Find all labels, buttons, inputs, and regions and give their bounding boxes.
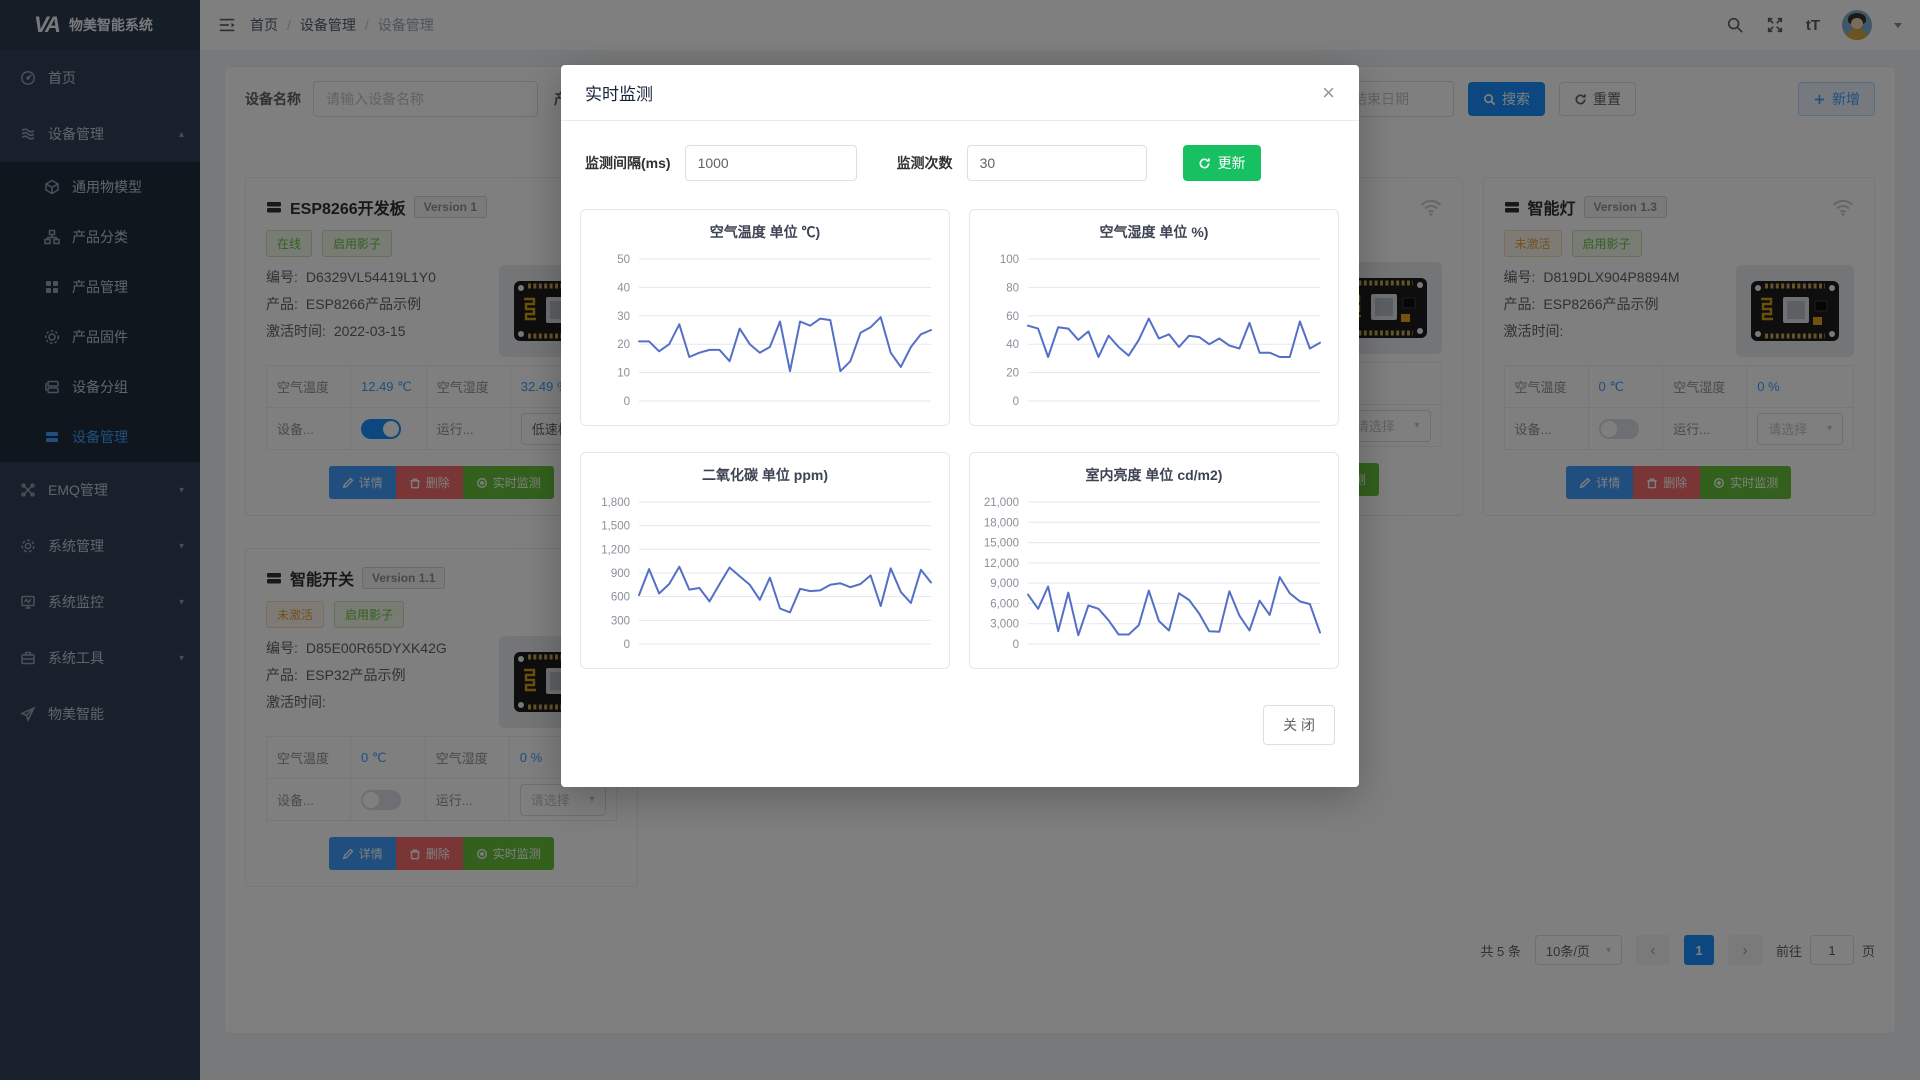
svg-text:0: 0: [1013, 639, 1019, 651]
svg-text:3,000: 3,000: [990, 619, 1019, 631]
chart-title: 空气温度 单位 ℃): [709, 224, 821, 240]
close-icon[interactable]: ×: [1322, 79, 1335, 105]
chart-co2: 二氧化碳 单位 ppm) 0 300 600 900 1,200 1,500 1,800: [580, 452, 950, 669]
close-button[interactable]: 关 闭: [1263, 705, 1335, 745]
refresh-icon: [1199, 157, 1210, 168]
chart-indoor-brightness: 室内亮度 单位 cd/m2) 0 3,000 6,000 9,000 12,000 15,…: [969, 452, 1339, 669]
count-input[interactable]: [966, 145, 1147, 181]
count-label: 监测次数: [896, 155, 953, 171]
svg-text:30: 30: [617, 311, 630, 323]
svg-text:300: 300: [611, 615, 630, 627]
svg-text:900: 900: [611, 568, 630, 580]
chart-title: 室内亮度 单位 cd/m2): [1085, 467, 1223, 483]
realtime-monitor-dialog: 实时监测 × 监测间隔(ms) 监测次数 更新 空气温度 单位 ℃) 0 10 20…: [561, 65, 1359, 787]
svg-text:60: 60: [1006, 311, 1019, 323]
svg-text:20: 20: [617, 339, 630, 351]
svg-text:12,000: 12,000: [984, 558, 1019, 570]
svg-text:100: 100: [1000, 254, 1019, 266]
line-chart: 0 20 40 60 80 100: [1000, 254, 1321, 408]
chart-grid: 空气温度 单位 ℃) 0 10 20 30 40 50 空气湿度 单位 %) 0 20 40 6…: [561, 181, 1359, 669]
svg-text:0: 0: [624, 396, 630, 408]
line-chart: 0 10 20 30 40 50: [617, 254, 932, 408]
svg-text:1,200: 1,200: [601, 544, 630, 556]
chart-title: 二氧化碳 单位 ppm): [702, 467, 828, 483]
chart-air-humidity: 空气湿度 单位 %) 0 20 40 60 80 100: [969, 209, 1339, 426]
dialog-title: 实时监测: [585, 85, 653, 104]
update-button-label: 更新: [1217, 155, 1246, 171]
svg-text:21,000: 21,000: [984, 497, 1019, 509]
update-button[interactable]: 更新: [1182, 145, 1261, 181]
dialog-header: 实时监测 ×: [561, 65, 1359, 121]
svg-text:6,000: 6,000: [990, 598, 1019, 610]
svg-text:9,000: 9,000: [990, 578, 1019, 590]
svg-text:0: 0: [1013, 396, 1019, 408]
svg-text:1,800: 1,800: [601, 497, 630, 509]
svg-text:0: 0: [624, 639, 630, 651]
svg-text:80: 80: [1006, 282, 1019, 294]
interval-label: 监测间隔(ms): [585, 155, 671, 171]
line-chart: 0 300 600 900 1,200 1,500 1,800: [601, 497, 932, 651]
monitor-controls: 监测间隔(ms) 监测次数 更新: [561, 121, 1359, 181]
svg-text:20: 20: [1006, 368, 1019, 380]
chart-title: 空气湿度 单位 %): [1099, 224, 1209, 240]
svg-text:50: 50: [617, 254, 630, 266]
svg-text:40: 40: [1006, 339, 1019, 351]
svg-text:10: 10: [617, 368, 630, 380]
svg-text:18,000: 18,000: [984, 517, 1019, 529]
svg-text:600: 600: [611, 592, 630, 604]
svg-text:40: 40: [617, 282, 630, 294]
line-chart: 0 3,000 6,000 9,000 12,000 15,000 18,000 21,000: [984, 497, 1321, 651]
dialog-footer: 关 闭: [561, 669, 1359, 745]
interval-input[interactable]: [684, 145, 857, 181]
chart-air-temperature: 空气温度 单位 ℃) 0 10 20 30 40 50: [580, 209, 950, 426]
svg-text:1,500: 1,500: [601, 521, 630, 533]
svg-text:15,000: 15,000: [984, 538, 1019, 550]
